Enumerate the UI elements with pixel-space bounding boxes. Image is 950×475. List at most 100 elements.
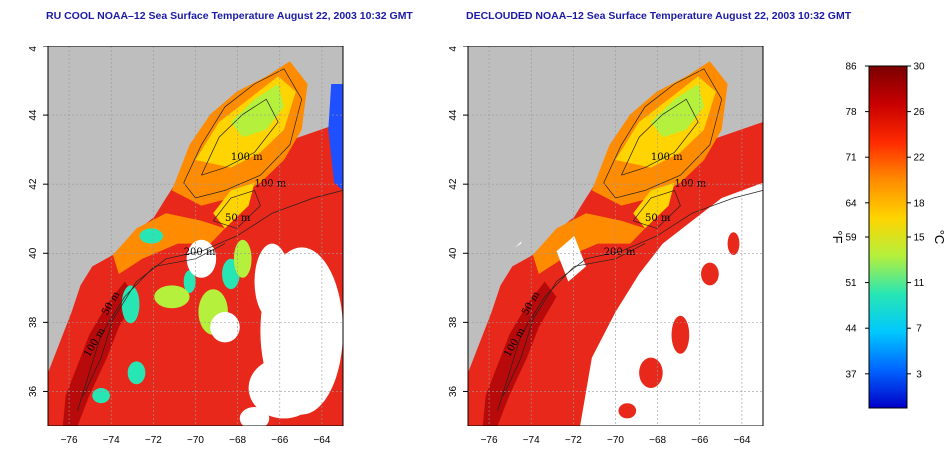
fahrenheit-unit-label: °F: [830, 230, 845, 243]
x-tick-label: −64: [313, 435, 330, 446]
residual-warm-patch: [618, 403, 637, 419]
y-tick-label: 40: [448, 247, 459, 259]
cloud-patch: [186, 239, 217, 278]
contour-label: 50 m: [225, 213, 251, 224]
fahrenheit-tick-label: 71: [845, 153, 857, 164]
fahrenheit-tick-label: 37: [845, 369, 857, 380]
celsius-tick-label: 22: [913, 153, 925, 164]
x-axis-labels: −76 −74 −72 −70 −68 −66 −64: [481, 435, 751, 446]
celsius-tick-label: 15: [913, 233, 925, 244]
x-tick-label: −74: [103, 435, 120, 446]
cold-patch: [183, 270, 196, 293]
fahrenheit-tick-label: 78: [845, 107, 857, 118]
cooler-patch: [233, 239, 252, 278]
colorbar-bar: [868, 65, 908, 409]
contour-100m-gom: [603, 68, 723, 199]
fahrenheit-tick-label: 64: [845, 198, 857, 209]
gulf-of-maine-cooler: [650, 84, 704, 138]
cold-patch: [92, 388, 110, 404]
y-tick-label: 38: [28, 316, 39, 328]
contour-label: 100 m: [675, 179, 707, 190]
fahrenheit-tick-label: 44: [845, 324, 857, 335]
y-tick-label: 36: [28, 385, 39, 397]
y-tick-label: 46: [448, 46, 459, 52]
contour-label: 200 m: [184, 247, 216, 258]
residual-warm-patch: [671, 315, 690, 354]
contour-label: 100 m: [231, 152, 263, 163]
x-tick-label: −74: [523, 435, 540, 446]
y-tick-label: 46: [28, 46, 39, 52]
right-map-title: DECLOUDED NOAA–12 Sea Surface Temperatur…: [466, 10, 852, 22]
celsius-tick-label: 26: [913, 107, 925, 118]
y-tick-label: 44: [448, 109, 459, 121]
land-mass: [468, 46, 598, 335]
celsius-tick-label: 18: [913, 198, 925, 209]
colorbar-graphic: 30 86 26 78 22 71 18 64 15 59 11 51 7 44 3 37 °F °C: [830, 62, 947, 409]
land-mass: [48, 46, 178, 335]
colorbar: 30 86 26 78 22 71 18 64 15 59 11 51 7 44 3 37 °F °C: [825, 58, 950, 418]
hot-coastal-band: [62, 281, 137, 426]
residual-warm-patch: [639, 357, 663, 388]
georges-bank-cool: [633, 182, 675, 229]
contour-label: 50 m: [645, 213, 671, 224]
cooler-patch: [154, 285, 190, 309]
residual-warm-patch: [701, 262, 719, 286]
x-tick-label: −70: [187, 435, 204, 446]
plot-frame: [47, 46, 344, 426]
fahrenheit-tick-label: 59: [845, 233, 857, 244]
y-tick-label: 40: [28, 247, 39, 259]
contour-50m-gom: [621, 98, 699, 176]
x-tick-label: −72: [145, 435, 162, 446]
fahrenheit-tick-label: 86: [845, 62, 857, 73]
scotian-shelf-cold: [328, 84, 343, 191]
residual-warm-patch: [727, 232, 740, 256]
celsius-tick-label: 30: [913, 62, 925, 73]
y-tick-label: 42: [448, 178, 459, 190]
x-tick-label: −72: [565, 435, 582, 446]
contour-label: 100 m: [255, 179, 287, 190]
x-tick-label: −66: [271, 435, 288, 446]
plot-frame: [467, 46, 764, 426]
cold-patch: [127, 361, 146, 385]
y-tick-label: 44: [28, 109, 39, 121]
cloud-patch: [254, 243, 290, 320]
celsius-tick-label: 3: [916, 369, 922, 380]
x-tick-label: −70: [607, 435, 624, 446]
contour-200m: [83, 190, 344, 396]
right-map-panel: 100 m 100 m 50 m 200 m 50 m 100 m 36 38 40 42 44 46: [420, 46, 765, 426]
contour-50m-gom: [201, 98, 279, 176]
georges-bank-cool: [213, 182, 255, 229]
celsius-tick-label: 7: [916, 324, 922, 335]
hot-coastal-band: [482, 281, 557, 426]
x-tick-label: −66: [691, 435, 708, 446]
fahrenheit-tick-label: 51: [845, 278, 857, 289]
masked-area-inshore: [556, 236, 586, 282]
x-tick-label: −68: [229, 435, 246, 446]
celsius-unit-label: °C: [932, 230, 947, 245]
contour-label: 100 m: [651, 152, 683, 163]
shelf-mild: [112, 213, 225, 274]
contour-50m-georges: [632, 189, 681, 229]
contour-50m-georges: [212, 189, 261, 229]
x-tick-label: −68: [649, 435, 666, 446]
cloud-patch: [210, 312, 240, 343]
y-tick-label: 38: [448, 316, 459, 328]
left-map-title: RU COOL NOAA–12 Sea Surface Temperature …: [46, 10, 413, 22]
contour-label: 200 m: [604, 247, 636, 258]
left-map-panel: 100 m 100 m 50 m 200 m 50 m 100 m 36 38 40 42 44 46: [0, 46, 345, 426]
y-tick-label: 42: [28, 178, 39, 190]
x-tick-label: −64: [733, 435, 750, 446]
y-tick-label: 36: [448, 385, 459, 397]
contour-200m: [503, 190, 764, 396]
masked-area-offshore: [580, 182, 763, 426]
gulf-of-maine-cooler: [230, 84, 284, 138]
cloud-patch: [248, 357, 320, 419]
contour-100m-gom: [183, 68, 303, 199]
x-axis-labels: −76 −74 −72 −70 −68 −66 −64: [61, 435, 331, 446]
cloud-patch: [239, 407, 270, 426]
celsius-tick-label: 11: [914, 278, 925, 289]
